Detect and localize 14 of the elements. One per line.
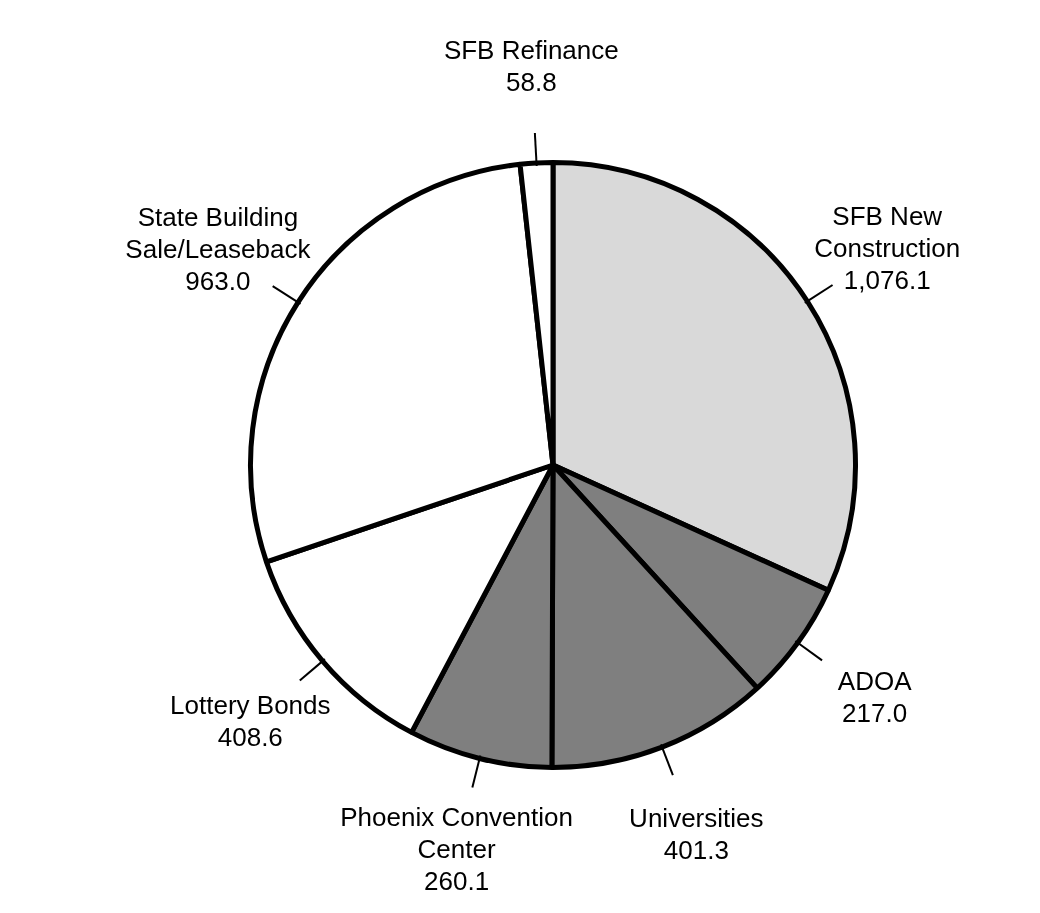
slice-label: Phoenix Convention Center [340, 801, 573, 864]
data-label: 963.0 [185, 266, 251, 297]
slice-label: SFB Refinance [443, 35, 619, 66]
slice-label: Lottery Bonds [170, 689, 331, 720]
data-label: 58.8 [506, 67, 557, 98]
slice-label: State Building Sale/Leaseback [125, 202, 312, 265]
slice-label: Universities [629, 802, 764, 833]
data-label: 401.3 [663, 834, 729, 865]
data-label: 260.1 [424, 865, 490, 896]
slice-label: SFB New Construction [814, 200, 961, 263]
data-label: 1,076.1 [843, 264, 931, 295]
data-label: 408.6 [217, 721, 283, 752]
slice-label: ADOA [837, 665, 913, 696]
data-label: 217.0 [842, 697, 908, 728]
